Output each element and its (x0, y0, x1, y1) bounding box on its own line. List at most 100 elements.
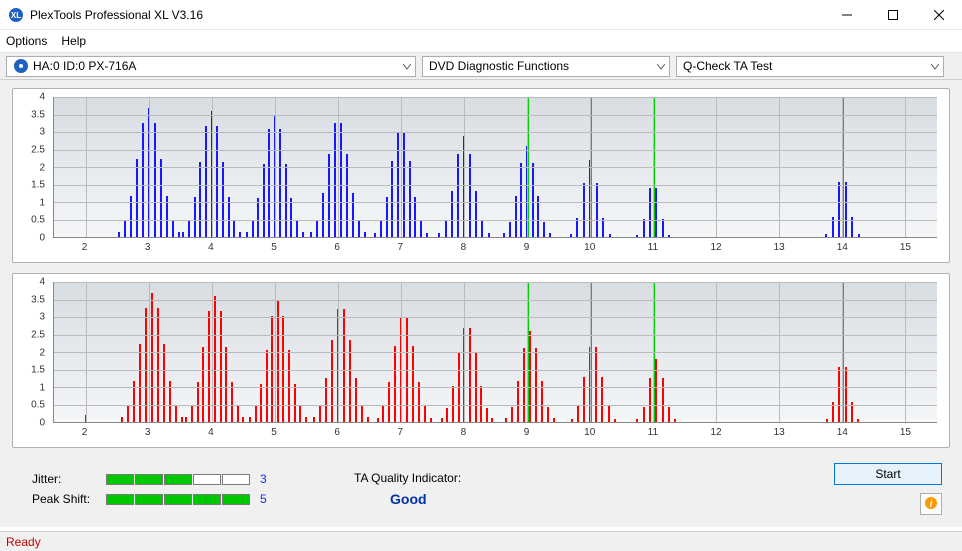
svg-text:i: i (930, 499, 933, 510)
function-dropdown[interactable]: DVD Diagnostic Functions (422, 56, 670, 77)
window-title: PlexTools Professional XL V3.16 (30, 8, 824, 22)
menubar: Options Help (0, 30, 962, 52)
peakshift-value: 5 (260, 492, 274, 506)
quality-value: Good (390, 491, 427, 507)
menu-options[interactable]: Options (6, 34, 47, 48)
x-tick-label: 15 (900, 427, 911, 438)
x-tick-label: 3 (145, 242, 151, 253)
bottom-chart-y-axis: 00.511.522.533.54 (13, 282, 49, 423)
x-tick-label: 5 (271, 242, 277, 253)
y-tick-label: 1 (39, 197, 45, 208)
top-chart-y-axis: 00.511.522.533.54 (13, 97, 49, 238)
y-tick-label: 3.5 (31, 294, 45, 305)
meter-segment (193, 494, 221, 505)
x-tick-label: 12 (710, 242, 721, 253)
top-chart-x-axis: 23456789101112131415 (53, 242, 937, 258)
y-tick-label: 0.5 (31, 215, 45, 226)
test-dropdown-text: Q-Check TA Test (683, 59, 925, 73)
toolbar: HA:0 ID:0 PX-716A DVD Diagnostic Functio… (0, 52, 962, 80)
x-tick-label: 4 (208, 242, 214, 253)
x-tick-label: 8 (461, 427, 467, 438)
chevron-down-icon (657, 59, 665, 73)
peakshift-metric: Peak Shift: 5 (32, 492, 274, 506)
bottom-chart-plot (53, 282, 937, 423)
chevron-down-icon (403, 59, 411, 73)
x-tick-label: 13 (774, 427, 785, 438)
titlebar: XL PlexTools Professional XL V3.16 (0, 0, 962, 30)
y-tick-label: 1.5 (31, 180, 45, 191)
y-tick-label: 1 (39, 382, 45, 393)
jitter-metric: Jitter: 3 (32, 472, 274, 486)
right-controls: Start i (834, 463, 942, 515)
app-icon: XL (8, 7, 24, 23)
y-tick-label: 0.5 (31, 400, 45, 411)
function-dropdown-text: DVD Diagnostic Functions (429, 59, 651, 73)
jitter-label: Jitter: (32, 472, 96, 486)
x-tick-label: 10 (584, 427, 595, 438)
x-tick-label: 3 (145, 427, 151, 438)
menu-help[interactable]: Help (61, 34, 86, 48)
y-tick-label: 2.5 (31, 144, 45, 155)
svg-text:XL: XL (11, 11, 21, 20)
y-tick-label: 2.5 (31, 329, 45, 340)
window-controls (824, 0, 962, 29)
x-tick-label: 6 (334, 242, 340, 253)
x-tick-label: 14 (837, 427, 848, 438)
drive-dropdown-text: HA:0 ID:0 PX-716A (33, 59, 397, 73)
bottom-chart-x-axis: 23456789101112131415 (53, 427, 937, 443)
info-icon: i (924, 496, 938, 513)
bottom-chart-panel: 00.511.522.533.54 23456789101112131415 (12, 273, 950, 448)
drive-dropdown[interactable]: HA:0 ID:0 PX-716A (6, 56, 416, 77)
x-tick-label: 2 (82, 427, 88, 438)
y-tick-label: 4 (39, 92, 45, 103)
x-tick-label: 8 (461, 242, 467, 253)
x-tick-label: 7 (398, 242, 404, 253)
minimize-button[interactable] (824, 0, 870, 30)
quality-indicator: TA Quality Indicator: Good (354, 471, 461, 507)
quality-label: TA Quality Indicator: (354, 471, 461, 485)
meter-segment (164, 474, 192, 485)
meter-segment (222, 474, 250, 485)
x-tick-label: 5 (271, 427, 277, 438)
y-tick-label: 4 (39, 277, 45, 288)
test-dropdown[interactable]: Q-Check TA Test (676, 56, 944, 77)
y-tick-label: 0 (39, 418, 45, 429)
meter-segment (164, 494, 192, 505)
start-button[interactable]: Start (834, 463, 942, 485)
x-tick-label: 15 (900, 242, 911, 253)
meter-segment (135, 494, 163, 505)
x-tick-label: 10 (584, 242, 595, 253)
x-tick-label: 9 (524, 427, 530, 438)
meter-segment (135, 474, 163, 485)
x-tick-label: 14 (837, 242, 848, 253)
top-chart-plot (53, 97, 937, 238)
content-area: 00.511.522.533.54 23456789101112131415 0… (0, 80, 962, 527)
y-tick-label: 3.5 (31, 109, 45, 120)
x-tick-label: 11 (648, 427, 658, 438)
top-chart-panel: 00.511.522.533.54 23456789101112131415 (12, 88, 950, 263)
x-tick-label: 2 (82, 242, 88, 253)
x-tick-label: 6 (334, 427, 340, 438)
y-tick-label: 0 (39, 233, 45, 244)
y-tick-label: 2 (39, 162, 45, 173)
peakshift-label: Peak Shift: (32, 492, 96, 506)
x-tick-label: 13 (774, 242, 785, 253)
x-tick-label: 12 (710, 427, 721, 438)
close-button[interactable] (916, 0, 962, 30)
y-tick-label: 1.5 (31, 365, 45, 376)
chevron-down-icon (931, 59, 939, 73)
peakshift-meter (106, 494, 250, 505)
meter-segment (222, 494, 250, 505)
info-button[interactable]: i (920, 493, 942, 515)
footer-row: Jitter: 3 Peak Shift: 5 TA Quality Indic… (12, 458, 950, 514)
jitter-meter (106, 474, 250, 485)
y-tick-label: 3 (39, 127, 45, 138)
x-tick-label: 9 (524, 242, 530, 253)
drive-icon (13, 58, 29, 74)
jitter-value: 3 (260, 472, 274, 486)
meter-segment (193, 474, 221, 485)
statusbar: Ready (0, 531, 962, 551)
meter-segment (106, 494, 134, 505)
meter-segment (106, 474, 134, 485)
maximize-button[interactable] (870, 0, 916, 30)
